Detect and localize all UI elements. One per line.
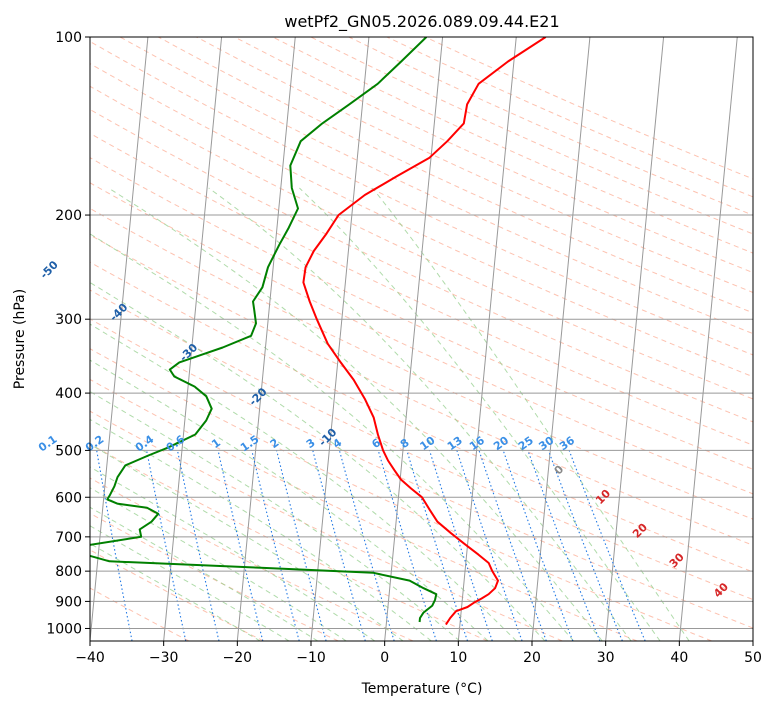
x-tick-label: 30 [597,650,615,666]
y-tick-label: 1000 [46,621,82,637]
y-tick-label: 100 [55,30,82,46]
y-tick-label: 200 [55,208,82,224]
x-tick-label: −30 [149,650,179,666]
chart-title: wetPf2_GN05.2026.089.09.44.E21 [284,12,559,32]
x-tick-label: 40 [670,650,688,666]
y-tick-label: 600 [55,490,82,506]
x-tick-label: −10 [296,650,326,666]
x-tick-label: 20 [523,650,541,666]
y-axis-label: Pressure (hPa) [12,289,28,389]
y-tick-label: 700 [55,530,82,546]
y-tick-label: 900 [55,594,82,610]
x-tick-label: 10 [449,650,467,666]
x-tick-label: −20 [223,650,253,666]
y-tick-label: 300 [55,312,82,328]
x-tick-label: 0 [380,650,389,666]
x-axis-label: Temperature (°C) [361,681,483,697]
y-tick-label: 500 [55,443,82,459]
x-tick-label: 50 [744,650,762,666]
y-tick-label: 400 [55,386,82,402]
y-tick-label: 800 [55,564,82,580]
x-tick-label: −40 [75,650,105,666]
